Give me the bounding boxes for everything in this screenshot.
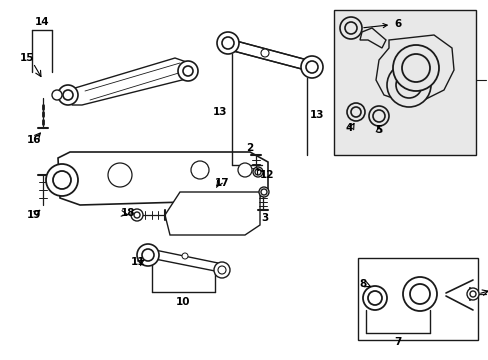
Text: 2: 2 [246,143,253,153]
Circle shape [259,187,268,197]
Polygon shape [359,28,385,48]
Circle shape [137,244,159,266]
Circle shape [350,107,360,117]
Circle shape [46,164,78,196]
Polygon shape [155,250,220,272]
Circle shape [339,17,361,39]
Polygon shape [222,38,314,72]
Circle shape [402,277,436,311]
Circle shape [238,163,251,177]
Circle shape [345,22,356,34]
Circle shape [183,66,193,76]
Circle shape [252,167,263,177]
Text: 12: 12 [259,170,274,180]
Circle shape [401,54,429,82]
Polygon shape [375,35,453,102]
Circle shape [386,63,430,107]
Bar [333,10,475,155]
Polygon shape [72,58,195,105]
Circle shape [108,163,132,187]
Text: 3: 3 [261,213,268,223]
Circle shape [372,110,384,122]
Text: 13: 13 [212,107,227,117]
Circle shape [182,253,187,259]
Text: 4: 4 [345,123,352,133]
Circle shape [254,169,261,175]
Polygon shape [372,286,455,306]
Text: 5: 5 [375,125,382,135]
Text: 18: 18 [121,208,135,218]
Text: 7: 7 [393,337,401,347]
Text: 13: 13 [309,110,324,120]
Circle shape [362,286,386,310]
Circle shape [261,49,268,57]
Polygon shape [58,152,267,205]
Circle shape [346,103,364,121]
Bar [357,258,477,340]
Circle shape [214,262,229,278]
Circle shape [305,61,317,73]
Text: 8: 8 [359,279,366,289]
Circle shape [469,291,475,297]
Text: 10: 10 [175,297,190,307]
Circle shape [134,212,140,218]
Circle shape [52,90,62,100]
Circle shape [222,37,234,49]
Text: 19: 19 [27,210,41,220]
Circle shape [367,291,381,305]
Circle shape [58,85,78,105]
Circle shape [466,288,478,300]
Text: 17: 17 [214,178,229,188]
Circle shape [218,266,225,274]
Text: 16: 16 [27,135,41,145]
Circle shape [395,72,421,98]
Circle shape [53,171,71,189]
Circle shape [409,284,429,304]
Circle shape [392,45,438,91]
Circle shape [178,61,198,81]
Text: 6: 6 [363,19,401,29]
Text: 11: 11 [130,257,145,267]
Circle shape [368,106,388,126]
Circle shape [142,249,154,261]
Circle shape [217,32,239,54]
Text: 1: 1 [487,75,488,85]
Text: 14: 14 [35,17,49,27]
Polygon shape [164,192,260,235]
Circle shape [301,56,323,78]
Circle shape [131,209,142,221]
Circle shape [63,90,73,100]
Circle shape [191,161,208,179]
Circle shape [261,189,266,195]
Text: 15: 15 [20,53,34,63]
